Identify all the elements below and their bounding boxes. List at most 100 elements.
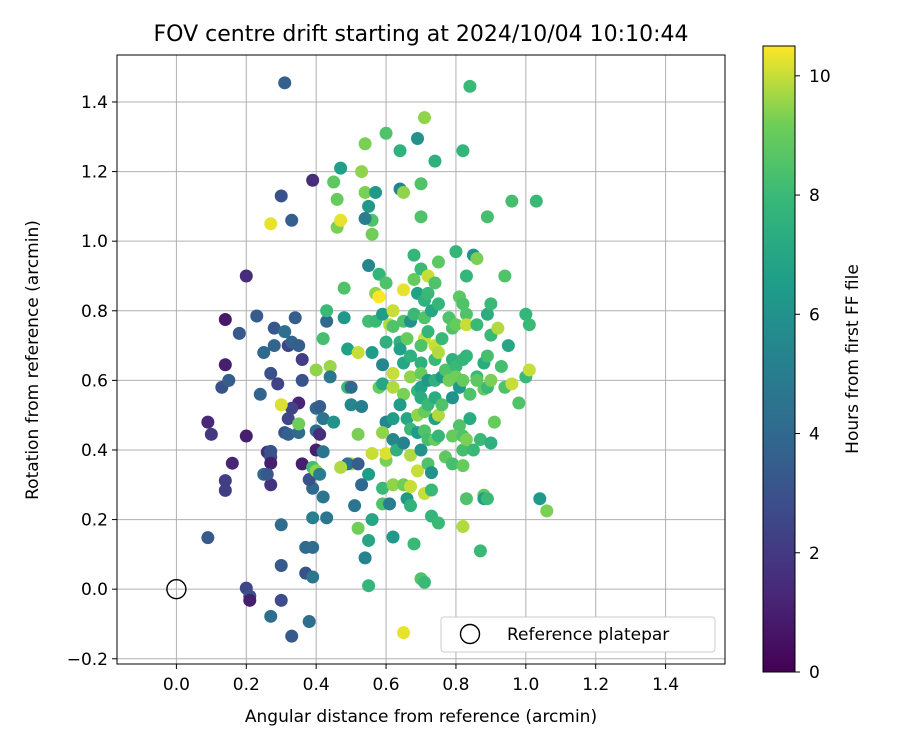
scatter-point [274, 593, 288, 607]
y-tick-label: 0.2 [81, 511, 108, 531]
scatter-point [484, 297, 498, 311]
scatter-point [358, 137, 372, 151]
scatter-point [404, 448, 418, 462]
scatter-point [362, 199, 376, 213]
scatter-point [529, 194, 543, 208]
scatter-point [522, 363, 536, 377]
scatter-point [414, 210, 428, 224]
scatter-point [362, 579, 376, 593]
scatter-point [456, 297, 470, 311]
scatter-point [355, 478, 369, 492]
scatter-point [334, 161, 348, 175]
scatter-point [498, 269, 512, 283]
scatter-point [232, 326, 246, 340]
y-tick-label: 0.8 [81, 302, 108, 322]
scatter-point [334, 213, 348, 227]
scatter-point [323, 359, 337, 373]
reference-point-marker [166, 578, 187, 600]
scatter-point [281, 412, 295, 426]
scatter-point [355, 399, 369, 413]
scatter-point [351, 521, 365, 535]
legend: Reference platepar [440, 616, 716, 653]
x-tick-label: 0.4 [303, 675, 330, 695]
scatter-point [397, 185, 411, 199]
colorbar-tick-label: 2 [809, 544, 820, 564]
scatter-point [449, 318, 463, 332]
scatter-point [473, 544, 487, 558]
scatter-point [400, 332, 414, 346]
scatter-point [243, 593, 257, 607]
scatter-point [201, 415, 215, 429]
scatter-points [201, 76, 554, 643]
scatter-point [466, 443, 480, 457]
scatter-point [218, 312, 232, 326]
scatter-point [400, 412, 414, 426]
scatter-point [414, 177, 428, 191]
legend-label: Reference platepar [507, 625, 669, 645]
scatter-point [320, 511, 334, 525]
scatter-point [404, 349, 418, 363]
scatter-point [473, 433, 487, 447]
scatter-point [330, 192, 344, 206]
scatter-point [316, 412, 330, 426]
scatter-point [411, 464, 425, 478]
y-tick-label: 1.2 [81, 163, 108, 183]
scatter-point [456, 443, 470, 457]
scatter-point [456, 144, 470, 158]
scatter-point [404, 480, 418, 494]
scatter-point [417, 575, 431, 589]
scatter-point [313, 467, 327, 481]
scatter-point [327, 175, 341, 189]
scatter-point [456, 459, 470, 473]
reference-marker [166, 578, 187, 600]
scatter-point [372, 290, 386, 304]
scatter-point [344, 380, 358, 394]
scatter-point [414, 356, 428, 370]
scatter-point [253, 387, 267, 401]
scatter-point [480, 307, 494, 321]
scatter-point [316, 332, 330, 346]
x-tick-label: 0.0 [163, 675, 190, 695]
scatter-point [351, 457, 365, 471]
scatter-point [351, 346, 365, 360]
scatter-point [459, 307, 473, 321]
colorbar-tick-label: 8 [809, 186, 820, 206]
x-tick-label: 1.4 [652, 675, 679, 695]
scatter-point [257, 346, 271, 360]
scatter-point [267, 321, 281, 335]
scatter-point [379, 335, 393, 349]
scatter-point [267, 339, 281, 353]
x-tick-label: 0.8 [442, 675, 469, 695]
colorbar-tick-label: 6 [809, 305, 820, 325]
scatter-point [393, 398, 407, 412]
scatter-point [386, 319, 400, 333]
scatter-point [540, 504, 554, 518]
y-tick-label: 0.6 [81, 371, 108, 391]
scatter-point [313, 399, 327, 413]
scatter-point [383, 497, 397, 511]
scatter-point [431, 516, 445, 530]
scatter-point [431, 255, 445, 269]
scatter-point [431, 408, 445, 422]
scatter-point [463, 387, 477, 401]
scatter-point [435, 332, 449, 346]
scatter-point [218, 474, 232, 488]
scatter-point [386, 530, 400, 544]
scatter-point [463, 412, 477, 426]
scatter-point [428, 276, 442, 290]
scatter-point [470, 318, 484, 332]
scatter-point [411, 132, 425, 146]
scatter-point [306, 511, 320, 525]
scatter-point [386, 304, 400, 318]
scatter-point [463, 79, 477, 93]
scatter-point [292, 339, 306, 353]
scatter-point [414, 339, 428, 353]
y-tick-label: 1.4 [81, 93, 108, 113]
scatter-point [491, 321, 505, 335]
scatter-point [295, 457, 309, 471]
scatter-point [435, 398, 449, 412]
scatter-point [404, 499, 418, 513]
x-tick-label: 0.2 [233, 675, 260, 695]
scatter-point [445, 391, 459, 405]
scatter-point [204, 427, 218, 441]
